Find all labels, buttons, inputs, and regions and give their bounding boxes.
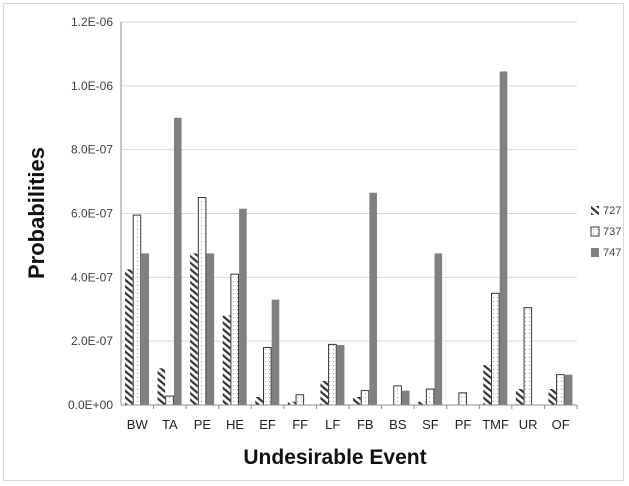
bar-737-UR (523, 307, 533, 406)
x-tick-label: FF (292, 417, 308, 432)
bar-737-LF (328, 343, 337, 406)
bar-727-OF (548, 389, 557, 405)
x-tick-label: LF (325, 417, 340, 432)
bar-727-BW (124, 269, 133, 405)
bar-727-UR (515, 389, 524, 405)
bar-737-SF (425, 388, 435, 406)
legend-swatch-727 (591, 206, 599, 215)
bar-737-TA (165, 395, 174, 406)
x-tick-label: FB (357, 417, 374, 432)
x-tick-label: BW (127, 417, 149, 432)
y-tick-label: 4.0E-07 (71, 270, 113, 284)
x-tick-label: SF (422, 417, 439, 432)
bar-747-TMF (499, 71, 508, 406)
y-tick-label: 2.0E-07 (71, 334, 113, 348)
x-tick-label: UR (519, 417, 538, 432)
x-tick-label: OF (552, 417, 570, 432)
bar-747-SF (434, 253, 443, 405)
bar-737-EF (263, 347, 272, 406)
bar-737-FB (360, 390, 370, 406)
bar-737-BS (393, 385, 402, 406)
bar-737-PF (458, 392, 467, 406)
bar-727-EF (255, 397, 263, 405)
bar-747-PE (206, 253, 215, 405)
x-tick-label: PE (194, 417, 212, 432)
bar-747-HE (239, 208, 247, 405)
bar-727-LF (320, 381, 329, 405)
x-tick-label: TA (162, 417, 178, 432)
bar-727-SF (418, 401, 426, 405)
legend-label-727: 727 (603, 205, 621, 217)
bar-747-BS (401, 390, 410, 405)
bar-727-TMF (483, 365, 491, 405)
bar-727-FF (287, 401, 296, 405)
bar-747-EF (271, 299, 280, 405)
y-tick-label: 1.0E-06 (71, 79, 113, 93)
bar-737-OF (556, 374, 565, 406)
x-tick-label: EF (259, 417, 276, 432)
bar-737-FF (295, 394, 305, 406)
x-tick-label: PF (455, 417, 472, 432)
bars (124, 71, 573, 406)
legend: 727 737 747 (590, 205, 621, 259)
x-tick-label: BS (389, 417, 407, 432)
y-tick-label: 1.2E-06 (71, 15, 113, 29)
bar-737-HE (230, 273, 239, 406)
bar-737-TMF (491, 292, 500, 406)
bar-737-BW (132, 214, 142, 406)
y-axis-title: Probabilities (24, 147, 49, 279)
bar-747-TA (173, 117, 182, 405)
legend-swatch-737 (590, 226, 600, 237)
y-tick-label: 6.0E-07 (71, 207, 113, 221)
bar-747-FB (369, 192, 377, 405)
bar-727-TA (157, 368, 166, 405)
bar-747-LF (336, 344, 345, 405)
x-tick-label: TMF (482, 417, 509, 432)
bar-727-HE (222, 315, 231, 405)
bar-747-BW (141, 253, 149, 405)
x-axis-title: Undesirable Event (243, 446, 426, 469)
legend-label-747: 747 (603, 247, 621, 259)
legend-swatch-747 (591, 248, 599, 257)
bar-727-FB (352, 397, 361, 405)
bar-737-PE (197, 197, 207, 406)
gridlines (121, 21, 577, 342)
bar-747-OF (564, 374, 573, 405)
y-tick-label: 0.0E+00 (68, 398, 113, 412)
axes: 0.0E+00 2.0E-07 4.0E-07 6.0E-07 8.0E-07 1.0E-… (68, 15, 578, 432)
y-tick-label: 8.0E-07 (71, 143, 113, 157)
bar-727-PE (190, 253, 198, 405)
x-tick-label: HE (226, 417, 244, 432)
legend-label-737: 737 (603, 226, 621, 238)
